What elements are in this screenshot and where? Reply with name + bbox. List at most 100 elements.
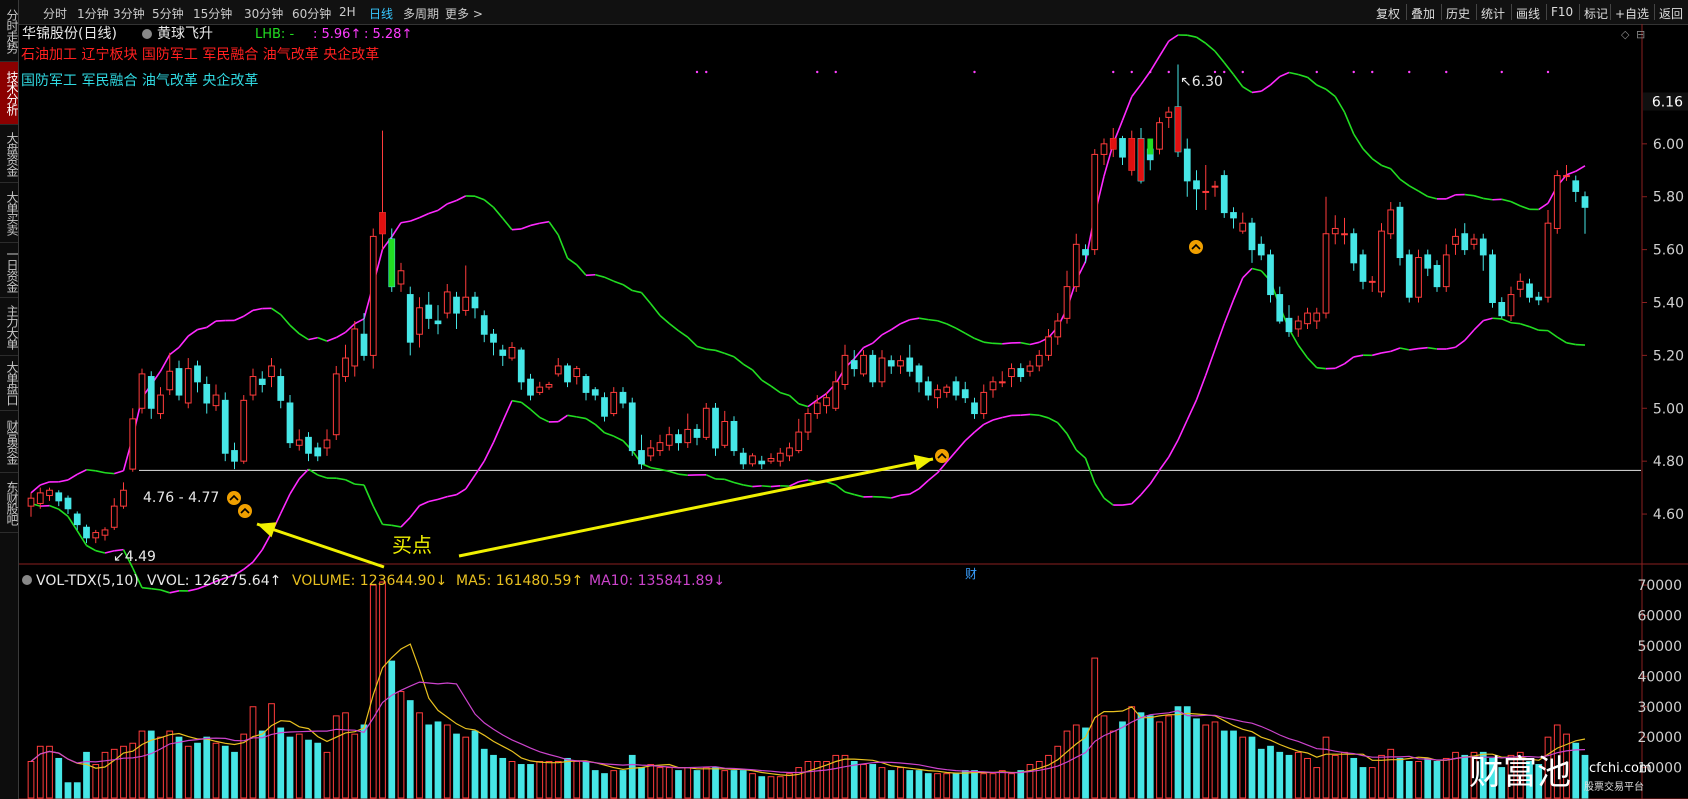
candle xyxy=(665,426,673,451)
volume-bar xyxy=(332,715,340,799)
candle xyxy=(1544,209,1552,303)
candle xyxy=(998,371,1006,388)
lower-band-segment xyxy=(529,408,541,419)
candle-body xyxy=(1072,243,1080,288)
volume-bar xyxy=(1193,718,1200,799)
top-marker-dot xyxy=(834,70,837,74)
lower-band-segment xyxy=(1232,277,1244,301)
period-tab-2[interactable]: 3分钟 xyxy=(113,7,145,21)
upper-band-segment xyxy=(595,273,605,278)
candle xyxy=(1054,313,1062,345)
period-tab-0[interactable]: 分时 xyxy=(43,7,68,21)
toolbar-button-2[interactable]: 历史 xyxy=(1446,7,1471,21)
candle-body xyxy=(249,376,257,396)
toolbar-button-5[interactable]: F10 xyxy=(1551,5,1574,19)
lower-band-segment xyxy=(1353,354,1364,358)
period-tab-9[interactable]: 多周期 xyxy=(403,7,440,21)
toolbar-button-3[interactable]: 统计 xyxy=(1481,7,1506,21)
lower-band-segment xyxy=(1334,363,1345,370)
toolbar-button-6[interactable]: 标记 xyxy=(1584,7,1609,21)
volume-bar xyxy=(878,767,886,799)
period-tab-6[interactable]: 60分钟 xyxy=(292,7,332,21)
lower-band-segment xyxy=(520,401,531,411)
buy-arrow-right-shaft xyxy=(458,457,934,558)
candle xyxy=(545,381,553,390)
volume-bar xyxy=(397,691,405,799)
lower-band-segment xyxy=(122,549,134,569)
volume-bar xyxy=(351,733,359,799)
candle-body xyxy=(934,389,941,399)
candle-body xyxy=(869,354,877,383)
period-tab-5[interactable]: 30分钟 xyxy=(244,7,284,21)
sidebar-tab-1[interactable]: 技术分析 xyxy=(0,62,19,125)
candle xyxy=(795,418,803,454)
upper-band-segment xyxy=(215,319,226,322)
candle-body xyxy=(527,378,534,396)
candle-body xyxy=(203,383,211,404)
toolbar-button-4[interactable]: 画线 xyxy=(1516,7,1541,21)
period-tab-3[interactable]: 5分钟 xyxy=(152,7,184,21)
volume-bar xyxy=(388,660,396,799)
lower-band-segment xyxy=(336,477,346,481)
ball-chevron xyxy=(240,507,250,514)
candle-body xyxy=(878,357,886,383)
volume-bar xyxy=(1211,721,1219,799)
volume-bar xyxy=(758,776,766,799)
upper-band-segment xyxy=(400,220,411,224)
ball-body xyxy=(935,449,949,463)
upper-band-segment xyxy=(761,379,772,387)
volume-bar xyxy=(1470,751,1478,799)
candle-body xyxy=(591,389,599,396)
period-tab-7[interactable]: 2H xyxy=(339,5,356,19)
candle-body xyxy=(1433,264,1441,288)
toolbar-separator xyxy=(1546,4,1547,20)
period-tab-10[interactable]: 更多 > xyxy=(445,7,483,21)
vol-tick-label: 50000 xyxy=(1637,639,1682,655)
volume-bar xyxy=(55,757,63,799)
sidebar-tab-3[interactable]: 大单买卖 xyxy=(0,183,19,243)
candle xyxy=(952,376,960,401)
candle xyxy=(138,368,146,414)
candle-body xyxy=(499,349,507,356)
upper-band-segment xyxy=(557,234,569,259)
lower-band-segment xyxy=(1297,344,1309,359)
lower-band-segment xyxy=(1455,339,1466,348)
toolbar-button-0[interactable]: 复权 xyxy=(1376,7,1401,21)
volume-bar xyxy=(64,782,72,799)
sidebar-tab-8[interactable]: 东财股吧 xyxy=(0,473,19,533)
upper-band-segment xyxy=(1251,90,1262,94)
sidebar-tab-7[interactable]: 财富资金 xyxy=(0,411,19,473)
volume-bar xyxy=(730,770,738,799)
sidebar-tab-6[interactable]: 大单盘口 xyxy=(0,356,19,411)
volume-bar xyxy=(1045,754,1052,799)
upper-band-segment xyxy=(788,394,800,405)
candle-body xyxy=(277,376,285,401)
toolbar-button-7[interactable]: +自选 xyxy=(1615,7,1650,21)
lower-band-segment xyxy=(372,505,384,525)
candle xyxy=(1072,233,1080,292)
upper-band-segment xyxy=(974,337,985,343)
candle-body xyxy=(295,439,303,446)
candle-body xyxy=(564,365,571,383)
period-tab-1[interactable]: 1分钟 xyxy=(77,7,109,21)
upper-band-segment xyxy=(428,209,439,215)
candle xyxy=(166,352,174,396)
upper-band-segment xyxy=(585,273,596,277)
sidebar-tab-5[interactable]: 主力大单 xyxy=(0,298,19,356)
candle-body xyxy=(1461,233,1469,251)
sidebar-tab-0[interactable]: 分时走势 xyxy=(0,0,19,62)
toolbar-button-8[interactable]: 返回 xyxy=(1659,7,1684,21)
upper-band-segment xyxy=(39,481,50,486)
volume-bar xyxy=(1489,757,1496,799)
sidebar-tab-2[interactable]: 大盘资金 xyxy=(0,125,19,183)
sidebar-tab-4[interactable]: 一日资金 xyxy=(0,243,19,298)
candle-body xyxy=(1405,254,1413,298)
candle xyxy=(1193,170,1200,210)
upper-band-segment xyxy=(1168,34,1179,42)
toolbar-button-1[interactable]: 叠加 xyxy=(1411,7,1436,21)
upper-band-segment xyxy=(798,403,809,408)
upper-band-segment xyxy=(1020,341,1031,346)
period-tab-4[interactable]: 15分钟 xyxy=(193,7,233,21)
period-tab-8[interactable]: 日线 xyxy=(369,7,394,21)
volume-bar xyxy=(675,770,682,799)
